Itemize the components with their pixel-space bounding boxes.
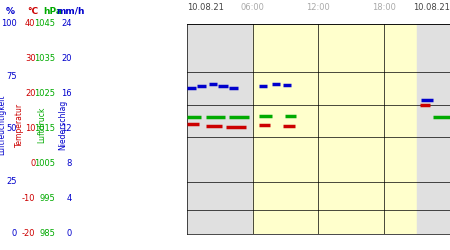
Text: 25: 25: [6, 177, 17, 186]
Text: 10: 10: [25, 124, 36, 133]
Text: Temperatur: Temperatur: [15, 103, 24, 147]
Text: 06:00: 06:00: [241, 3, 265, 12]
Text: 8: 8: [67, 159, 72, 168]
Text: 16: 16: [61, 89, 72, 98]
Text: 20: 20: [25, 89, 36, 98]
Text: 0: 0: [12, 229, 17, 238]
Text: %: %: [6, 7, 15, 16]
Text: -20: -20: [22, 229, 36, 238]
Text: 985: 985: [39, 229, 55, 238]
Text: 75: 75: [6, 72, 17, 81]
Text: mm/h: mm/h: [56, 7, 84, 16]
Text: hPa: hPa: [44, 7, 63, 16]
Text: °C: °C: [27, 7, 38, 16]
Text: 10.08.21: 10.08.21: [413, 3, 450, 12]
Text: 4: 4: [67, 194, 72, 203]
Text: 0: 0: [67, 229, 72, 238]
Bar: [417, 24, 450, 234]
Text: 10.08.21: 10.08.21: [187, 3, 224, 12]
Text: 100: 100: [1, 19, 17, 28]
Bar: [252, 24, 417, 234]
Text: 40: 40: [25, 19, 36, 28]
Text: Luftfeuchtigkeit: Luftfeuchtigkeit: [0, 95, 6, 155]
Text: Niederschlag: Niederschlag: [58, 100, 67, 150]
Text: 30: 30: [25, 54, 36, 63]
Text: 24: 24: [61, 19, 72, 28]
Text: 12: 12: [61, 124, 72, 133]
Bar: [187, 24, 252, 234]
Text: 0: 0: [30, 159, 36, 168]
Text: 1035: 1035: [34, 54, 55, 63]
Text: 20: 20: [61, 54, 72, 63]
Text: 995: 995: [39, 194, 55, 203]
Text: 50: 50: [6, 124, 17, 133]
Text: 12:00: 12:00: [306, 3, 330, 12]
Text: Luftdruck: Luftdruck: [37, 107, 46, 143]
Text: -10: -10: [22, 194, 36, 203]
Text: 1025: 1025: [34, 89, 55, 98]
Text: 1015: 1015: [34, 124, 55, 133]
Text: 1045: 1045: [34, 19, 55, 28]
Text: 18:00: 18:00: [372, 3, 396, 12]
Text: 1005: 1005: [34, 159, 55, 168]
